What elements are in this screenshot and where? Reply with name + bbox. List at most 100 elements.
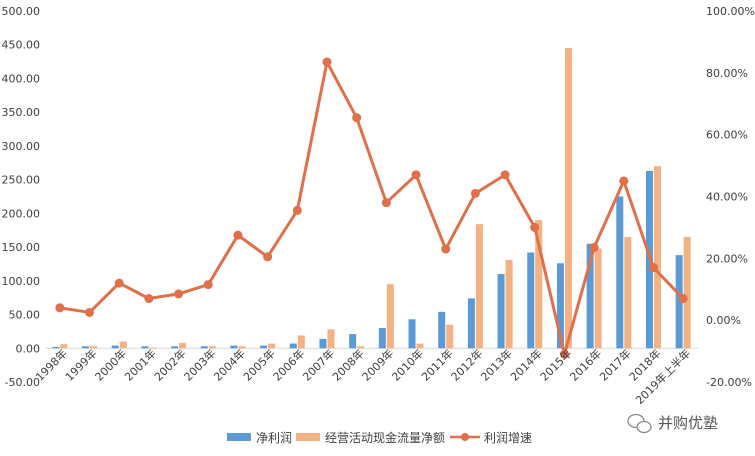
line-series xyxy=(55,57,688,359)
legend-marker-profit-growth xyxy=(461,433,469,441)
left-axis-ticks: -50.00 0.00 50.00 100.00 150.00 200.00 250.00 3… xyxy=(2,5,41,389)
bar-net-profit xyxy=(171,346,179,349)
profit-growth-point xyxy=(589,243,599,253)
bar-operating-cash-flow xyxy=(238,346,246,349)
bar-operating-cash-flow xyxy=(208,346,216,349)
bar-net-profit xyxy=(200,346,208,349)
bar-net-profit xyxy=(527,252,535,349)
bar-operating-cash-flow xyxy=(149,347,157,349)
bar-operating-cash-flow xyxy=(357,346,365,349)
left-axis-tick-label: 350.00 xyxy=(2,106,41,119)
profit-growth-point xyxy=(114,278,124,288)
bar-net-profit xyxy=(260,345,268,349)
right-axis-ticks: -20.00% 0.00% 20.00% 40.00% 60.00% 80.00% 100.… xyxy=(706,5,755,389)
left-axis-tick-label: 500.00 xyxy=(2,5,41,18)
x-axis-tick-label: 2005年 xyxy=(240,346,277,383)
bar-net-profit xyxy=(586,243,594,349)
bar-net-profit xyxy=(497,274,505,349)
left-axis-tick-label: -50.00 xyxy=(5,376,40,389)
x-axis-tick-label: 2013年 xyxy=(478,346,515,383)
bar-net-profit xyxy=(675,255,683,349)
bar-net-profit xyxy=(82,346,90,349)
profit-growth-point xyxy=(55,303,65,313)
x-axis-tick-label: 2009年 xyxy=(359,346,396,383)
x-axis-tick-label: 2016年 xyxy=(567,346,604,383)
profit-growth-point xyxy=(381,198,391,208)
x-axis-tick-label: 2006年 xyxy=(270,346,307,383)
bar-operating-cash-flow xyxy=(268,343,276,349)
left-axis-tick-label: 400.00 xyxy=(2,72,41,85)
profit-growth-point xyxy=(174,289,184,299)
bar-net-profit xyxy=(556,263,564,349)
bar-operating-cash-flow xyxy=(564,48,572,349)
bar-operating-cash-flow xyxy=(179,342,187,349)
x-axis-tick-label: 2012年 xyxy=(448,346,485,383)
profit-growth-point xyxy=(322,57,332,67)
bar-net-profit xyxy=(52,346,60,349)
profit-growth-point xyxy=(292,205,302,215)
right-axis-tick-label: 0.00% xyxy=(706,314,741,327)
bar-net-profit xyxy=(378,328,386,349)
bar-net-profit xyxy=(230,345,238,349)
profit-growth-point xyxy=(263,252,273,262)
right-axis-tick-label: -20.00% xyxy=(706,376,752,389)
x-axis-tick-label: 2008年 xyxy=(329,346,366,383)
bar-net-profit xyxy=(438,311,446,349)
bar-operating-cash-flow xyxy=(594,248,602,349)
profit-growth-point xyxy=(470,188,480,198)
profit-growth-point xyxy=(530,222,540,232)
left-axis-tick-label: 0.00 xyxy=(16,342,41,355)
left-axis-tick-label: 50.00 xyxy=(9,309,41,322)
bar-net-profit xyxy=(408,319,416,349)
profit-growth-point xyxy=(352,113,362,123)
profit-growth-point xyxy=(233,230,243,240)
bar-operating-cash-flow xyxy=(653,166,661,349)
legend-label-net-profit: 净利润 xyxy=(256,431,292,445)
profit-growth-point xyxy=(441,244,451,254)
x-axis-tick-label: 1999年 xyxy=(62,346,99,383)
profit-growth-point xyxy=(203,280,213,290)
bar-operating-cash-flow xyxy=(60,344,68,349)
profit-growth-point xyxy=(144,294,154,304)
right-axis-tick-label: 100.00% xyxy=(706,5,755,18)
legend-label-profit-growth: 利润增速 xyxy=(484,431,532,445)
x-axis-tick-label: 2000年 xyxy=(92,346,129,383)
right-axis-tick-label: 80.00% xyxy=(706,67,748,80)
profit-growth-point xyxy=(648,263,658,273)
wechat-icon xyxy=(627,413,652,434)
bar-operating-cash-flow xyxy=(505,259,513,349)
legend-swatch-operating-cash-flow xyxy=(296,433,320,441)
profit-growth-point xyxy=(678,294,688,304)
x-axis-tick-label: 2015年 xyxy=(537,346,574,383)
watermark: 并购优塾 xyxy=(627,413,718,434)
bar-net-profit xyxy=(111,345,119,349)
legend: 净利润 经营活动现金流量净额 利润增速 xyxy=(227,430,532,445)
left-axis-tick-label: 300.00 xyxy=(2,140,41,153)
profit-growth-point xyxy=(619,176,629,186)
bar-operating-cash-flow xyxy=(386,284,394,349)
profit-growth-point xyxy=(500,170,510,180)
bar-net-profit xyxy=(467,298,475,349)
left-axis-tick-label: 250.00 xyxy=(2,174,41,187)
x-axis-tick-label: 2014年 xyxy=(507,346,544,383)
legend-swatch-net-profit xyxy=(227,433,251,441)
left-axis-tick-label: 100.00 xyxy=(2,275,41,288)
x-axis-tick-label: 2002年 xyxy=(151,346,188,383)
left-axis-tick-label: 150.00 xyxy=(2,241,41,254)
bar-net-profit xyxy=(289,343,297,349)
x-axis-tick-label: 2003年 xyxy=(181,346,218,383)
x-axis-tick-label: 2010年 xyxy=(389,346,426,383)
profit-growth-point xyxy=(85,307,95,317)
bar-operating-cash-flow xyxy=(446,324,454,349)
bar-net-profit xyxy=(616,196,624,349)
left-axis-tick-label: 450.00 xyxy=(2,39,41,52)
bar-series xyxy=(52,48,691,349)
bar-operating-cash-flow xyxy=(416,343,424,349)
bar-operating-cash-flow xyxy=(297,335,305,349)
bar-operating-cash-flow xyxy=(683,236,691,349)
bar-operating-cash-flow xyxy=(90,346,98,349)
left-axis-tick-label: 200.00 xyxy=(2,207,41,220)
profit-growth-line xyxy=(59,60,685,356)
x-axis-tick-label: 2007年 xyxy=(300,346,337,383)
